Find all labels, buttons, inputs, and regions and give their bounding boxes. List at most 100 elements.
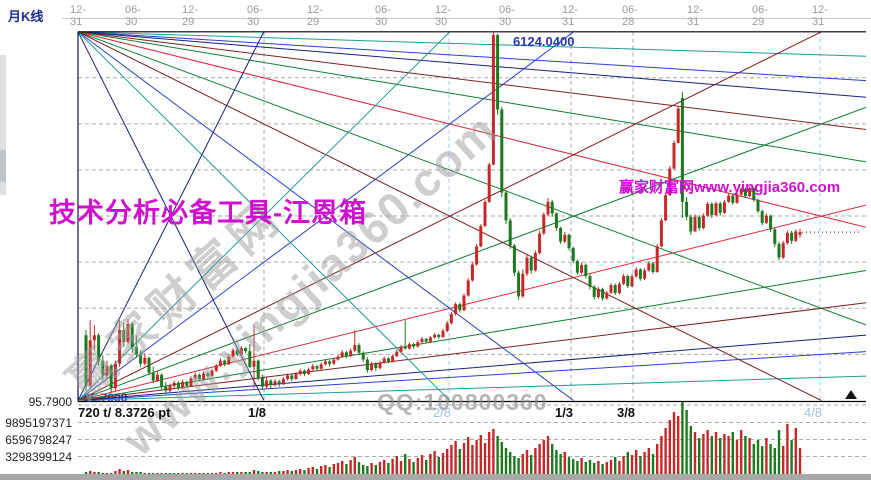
gann-fraction-label-4-8: 4/8 [803,405,823,420]
volume-bar [261,472,264,474]
candle-body [714,203,718,216]
left-scrollbar-track[interactable] [0,55,6,195]
candle-body [559,228,563,242]
candle-body [139,354,143,364]
candle-body [323,361,327,365]
volume-bar [639,456,642,474]
date-tick: 06-30 [499,4,515,28]
volume-bar [408,459,411,474]
volume-bar [139,472,142,474]
candle-body [260,377,264,387]
candle-body [399,347,403,352]
candle-body [567,234,571,248]
volume-bar [698,438,701,474]
volume-bar [177,473,180,474]
volume-bar [387,463,390,474]
left-scrollbar-thumb[interactable] [0,150,6,182]
candle-body [227,356,231,365]
volume-bar [198,473,201,474]
candle-body [798,232,802,235]
volume-bar [420,455,424,474]
chart-type-label: 月K线 [8,9,44,24]
volume-bar [332,464,335,474]
volume-bar [765,438,768,474]
volume-bar [467,437,470,474]
volume-bar [223,473,226,474]
volume-bar [580,458,583,474]
candle-body [88,340,92,386]
volume-bar [84,472,88,474]
volume-bar [89,471,92,474]
peak-price-label: 6124.0400 [513,34,575,49]
volume-bar [706,430,709,474]
volume-bar [748,438,751,474]
candle-body [454,304,458,315]
volume-bar [588,460,592,474]
volume-bar [761,446,764,474]
candle-body [706,203,710,216]
volume-bar [370,463,373,474]
candle-body [181,382,185,389]
date-tick: 12-31 [812,4,828,28]
volume-bar [576,461,579,474]
candle-body [479,226,483,247]
candle-body [109,365,113,389]
candle-body [206,373,210,377]
volume-bar [215,473,218,474]
volume-bar [236,472,239,474]
volume-bar [635,450,638,474]
candle-body [676,108,680,143]
candle-body [655,246,659,272]
volume-bar [294,470,298,474]
candle-body [643,270,647,279]
candle-body [462,295,466,311]
candle-body [252,360,256,367]
volume-bar [441,453,445,474]
candle-body [622,275,626,284]
volume-bar [689,426,692,474]
volume-bar [93,472,96,474]
volume-bar [723,434,726,474]
candle-body [210,370,214,377]
promo-text: 技术分析必备工具-江恩箱 [49,198,367,228]
candle-body [197,374,201,380]
candle-body [160,374,164,387]
candle-body [269,380,273,386]
date-tick: 06-28 [622,4,638,28]
volume-bar [353,457,356,474]
candle-body [328,361,332,364]
volume-bar [479,435,482,474]
volume-bar [475,440,478,474]
candle-body [403,347,407,349]
candle-body [781,243,785,258]
candle-body [374,363,378,369]
candle-body [718,203,722,213]
candle-body [693,216,697,232]
volume-bar [135,472,138,474]
candle-body [630,276,634,287]
candle-body [126,323,130,343]
bottom-scrollbar[interactable] [0,474,871,480]
volume-bar [572,459,575,474]
scroll-up-arrow-icon[interactable] [845,390,857,399]
volume-bar [601,464,604,474]
candle-body [231,350,235,357]
candle-body [491,35,495,165]
candle-body [97,335,101,361]
volume-bar [202,473,205,474]
date-axis-divider [62,18,871,19]
volume-bar [219,472,222,474]
candle-body [218,360,222,366]
date-tick: 12-31 [70,4,86,28]
volume-bar [551,444,554,474]
date-tick: 06-30 [375,4,391,28]
candle-body [525,257,529,274]
volume-bar [521,454,524,474]
volume-bar [777,430,781,474]
volume-bar [345,464,348,474]
candle-body [563,234,567,242]
volume-bar [181,473,184,474]
candle-body [265,380,269,387]
volume-bar [320,466,323,474]
volume-bar [664,428,667,474]
